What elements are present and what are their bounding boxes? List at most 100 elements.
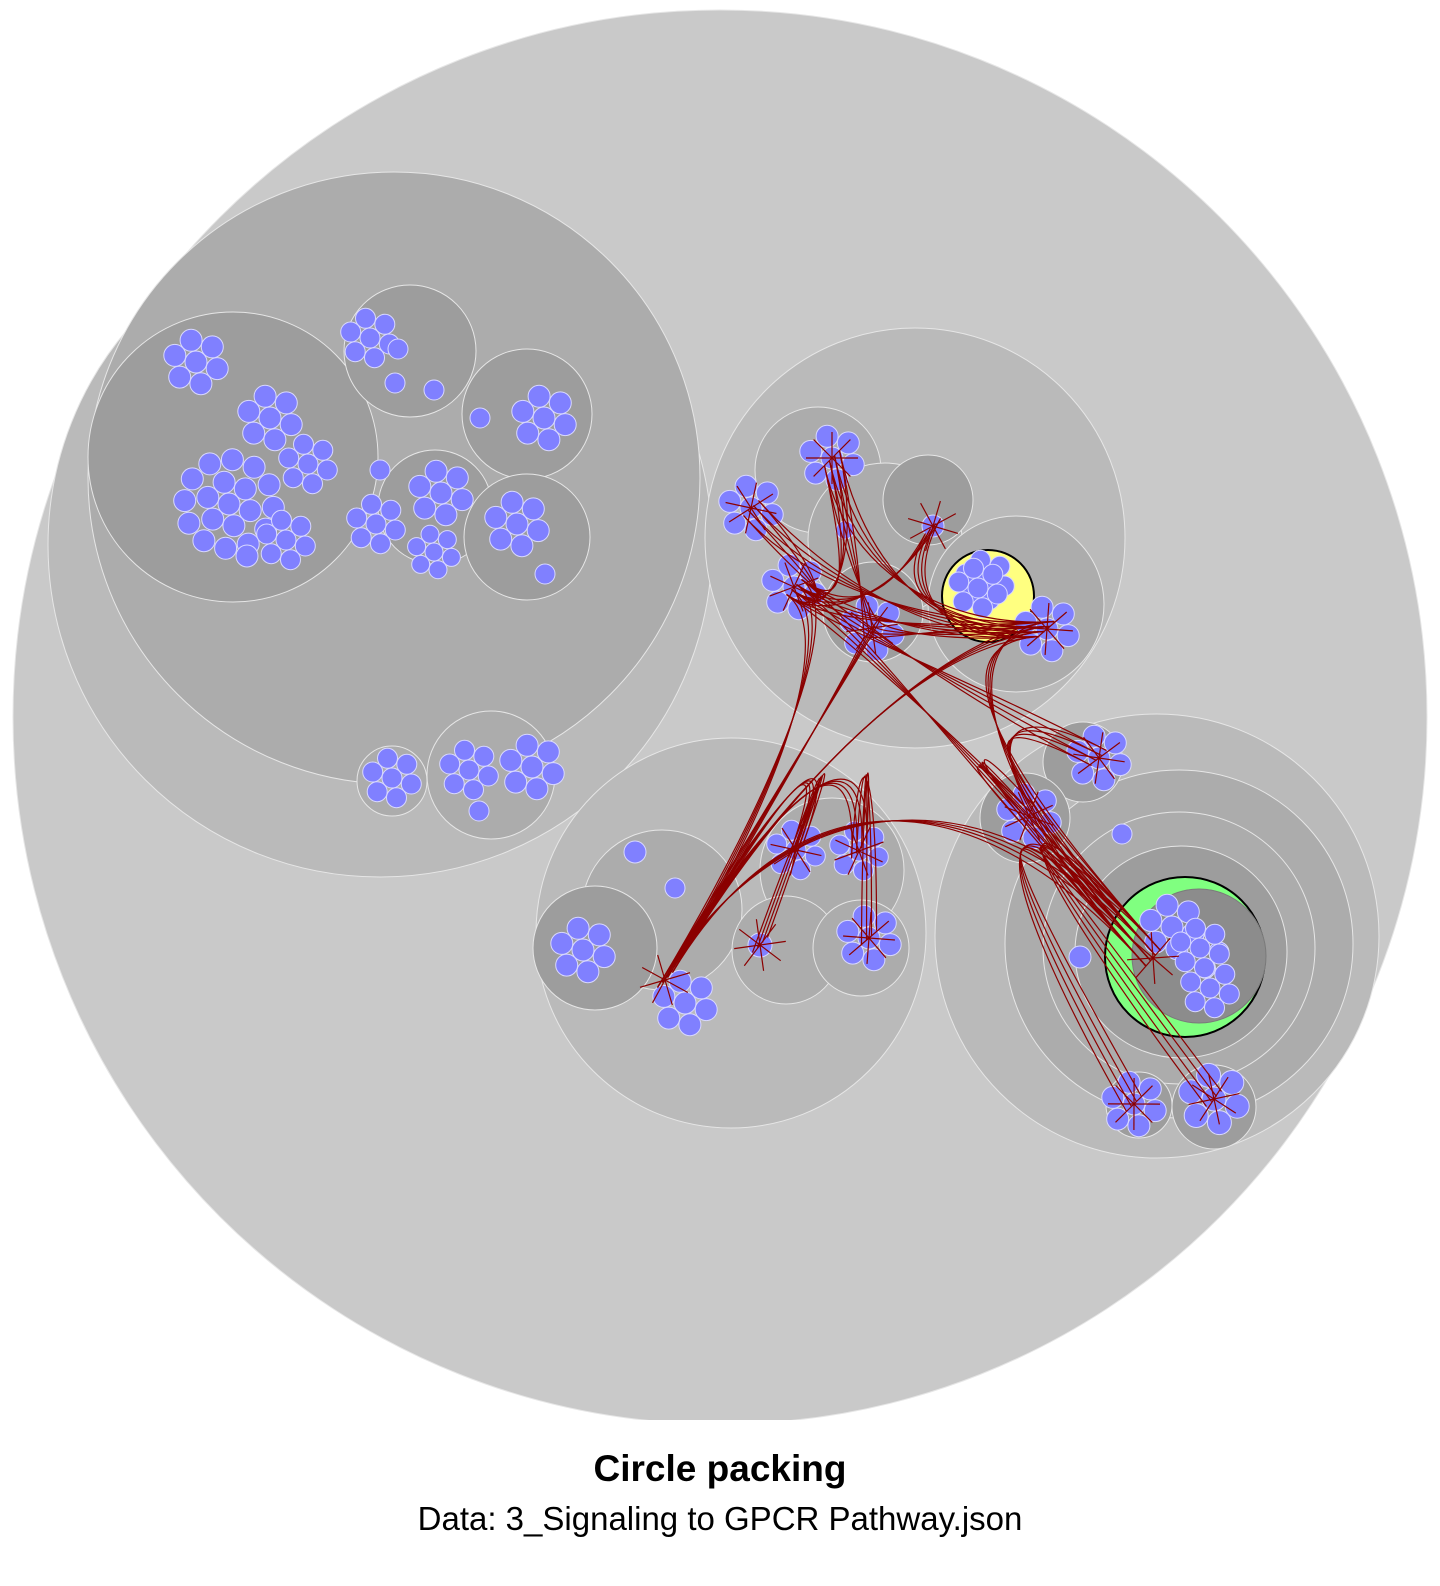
hub-15-spoke-3 — [868, 912, 872, 939]
hub-5-spoke-0 — [932, 500, 941, 527]
hub-13-spoke-0 — [858, 850, 883, 863]
edge-23-3 — [671, 820, 1146, 973]
hub-4-spoke-6 — [1026, 628, 1048, 647]
hub-7-spoke-7 — [1152, 955, 1179, 959]
cluster-3-leaf-4 — [278, 447, 300, 469]
cluster-6-leaf-5 — [355, 307, 376, 329]
cluster-14-leaf-4 — [407, 537, 427, 557]
group-circle-21 — [532, 885, 658, 1011]
hub-10-spoke-7 — [1188, 1098, 1215, 1105]
cluster-3-leaf-3 — [282, 467, 304, 489]
hub-7-spoke-4 — [1133, 940, 1154, 959]
cluster-14-leaf-1 — [441, 547, 461, 567]
cluster-33-leaf-5 — [668, 969, 692, 993]
cluster-16-leaf-0 — [505, 512, 529, 536]
cluster-44-leaf-2 — [1204, 997, 1225, 1019]
cluster-23-leaf-4 — [718, 489, 742, 513]
hub-15-spoke-6 — [868, 937, 887, 959]
cluster-3-leaf-0 — [297, 453, 319, 475]
cluster-2-leaf-1 — [279, 413, 303, 437]
cluster-40-leaf-0 — [1111, 823, 1133, 845]
hub-1-spoke-1 — [744, 507, 752, 534]
cluster-24-leaf-4 — [761, 568, 785, 592]
hub-6-spoke-0 — [664, 972, 691, 981]
cluster-4-leaf-0 — [275, 529, 297, 551]
cluster-44-leaf-6 — [1214, 963, 1236, 985]
hub-14-spoke-3 — [738, 928, 761, 946]
cluster-15-leaf-0 — [369, 459, 391, 481]
cluster-0-leaf-5 — [179, 328, 203, 352]
cluster-19-leaf-2 — [463, 779, 484, 801]
cluster-30-leaf-0 — [623, 840, 647, 864]
yellow-leaf-4 — [948, 571, 970, 593]
cluster-16-leaf-1 — [526, 519, 550, 543]
cluster-12-leaf-1 — [384, 519, 406, 541]
circle-packing-diagram — [12, 9, 1428, 1420]
cluster-38-leaf-6 — [1103, 731, 1127, 755]
cluster-3-leaf-5 — [293, 433, 314, 455]
cluster-18-leaf-0 — [381, 767, 403, 789]
hub-10-spoke-0 — [1191, 1084, 1215, 1100]
edge-5-3 — [878, 620, 1040, 639]
hub-11-spoke-3 — [1133, 1103, 1153, 1123]
hub-15-spoke-0 — [848, 937, 870, 956]
cluster-1-leaf-11 — [177, 511, 201, 535]
cluster-0-leaf-0 — [184, 350, 208, 374]
cluster-19-leaf-1 — [477, 765, 499, 787]
hub-15-spoke-4 — [868, 920, 890, 939]
cluster-42-leaf-5 — [1155, 893, 1179, 917]
cluster-1-leaf-9 — [214, 536, 238, 560]
cluster-16-leaf-5 — [500, 490, 524, 514]
cluster-31-leaf-0 — [664, 877, 686, 899]
hub-1-spoke-4 — [736, 485, 752, 509]
hub-13-spoke-2 — [847, 850, 860, 875]
hub-4-spoke-5 — [1044, 628, 1048, 655]
green-leaf-3 — [1174, 951, 1196, 973]
cluster-33-leaf-3 — [657, 1006, 681, 1030]
hub-4-spoke-4 — [1046, 628, 1065, 650]
cluster-11-leaf-6 — [548, 391, 572, 415]
cluster-9-leaf-0 — [423, 379, 445, 401]
hub-5-spoke-6 — [907, 518, 934, 527]
cluster-24-leaf-3 — [766, 590, 790, 614]
cluster-1-leaf-3 — [201, 507, 225, 531]
hub-3-spoke-3 — [871, 606, 889, 629]
hub-12-spoke-4 — [773, 849, 797, 865]
cluster-46-leaf-6 — [1219, 1070, 1245, 1095]
cluster-20-leaf-5 — [515, 733, 539, 757]
hub-6-spoke-1 — [664, 979, 689, 994]
green-leaf-4 — [1170, 931, 1192, 953]
cluster-2-leaf-3 — [242, 421, 266, 445]
hub-14-spoke-0 — [759, 944, 765, 971]
cluster-19-leaf-5 — [454, 739, 475, 761]
cluster-33-leaf-0 — [673, 991, 697, 1015]
cluster-1-leaf-1 — [238, 499, 262, 523]
cluster-2-leaf-5 — [253, 384, 277, 408]
hub-14-spoke-7 — [759, 944, 782, 962]
cluster-18-leaf-5 — [377, 747, 398, 769]
hub-13-spoke-6 — [858, 827, 871, 852]
hub-6-spoke-2 — [664, 979, 673, 1006]
hub-8-spoke-7 — [1098, 757, 1115, 780]
hub-13-spoke-4 — [835, 839, 860, 852]
hub-7-spoke-5 — [1150, 932, 1154, 959]
cluster-42-leaf-3 — [1144, 930, 1168, 954]
hub-2-spoke-2 — [770, 575, 795, 588]
cluster-45-leaf-3 — [1106, 1107, 1130, 1131]
hub-6-spoke-7 — [664, 956, 679, 981]
cluster-4-leaf-2 — [280, 549, 301, 571]
cluster-16-leaf-6 — [521, 497, 545, 521]
hub-3-spoke-7 — [855, 627, 873, 650]
edge-2-3 — [838, 450, 1040, 638]
hub-7-spoke-0 — [1152, 957, 1173, 976]
cluster-14-leaf-2 — [428, 560, 448, 580]
cluster-6-leaf-6 — [374, 313, 396, 335]
cluster-1-leaf-6 — [233, 477, 257, 501]
edge-6-3 — [786, 518, 942, 607]
hub-2-spoke-3 — [784, 562, 795, 588]
hub-14-spoke-1 — [743, 944, 761, 967]
hub-10-spoke-1 — [1208, 1073, 1215, 1100]
hub-9-spoke-5 — [1028, 815, 1054, 826]
edge-16-3 — [751, 773, 826, 953]
hub-2-spoke-6 — [793, 586, 818, 599]
